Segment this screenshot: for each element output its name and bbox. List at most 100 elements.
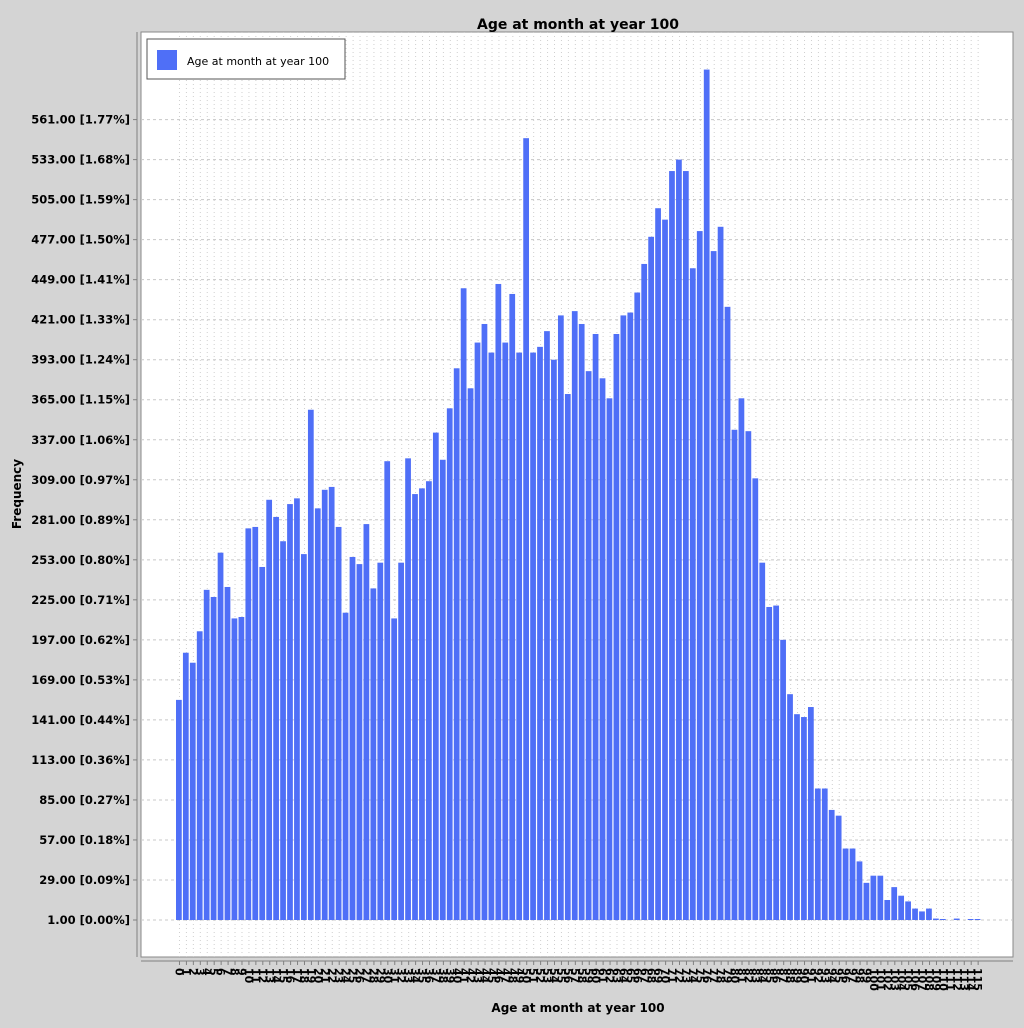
x-tick-label: 1 bbox=[179, 968, 192, 976]
bar bbox=[641, 263, 648, 920]
bar bbox=[759, 562, 766, 920]
bar bbox=[342, 612, 349, 920]
x-tick-label: 30 bbox=[381, 968, 394, 984]
bar bbox=[724, 306, 731, 920]
bar bbox=[807, 707, 814, 920]
bar bbox=[349, 556, 356, 920]
x-tick-label: 93 bbox=[818, 968, 831, 983]
bar bbox=[974, 919, 981, 920]
x-tick-label: 22 bbox=[325, 968, 338, 983]
y-tick-label: 253.00 [0.80%] bbox=[31, 553, 130, 567]
bar bbox=[238, 616, 245, 920]
bar bbox=[912, 908, 918, 920]
y-tick-label: 393.00 [1.24%] bbox=[31, 353, 130, 367]
y-axis-label: Frequency bbox=[10, 459, 24, 529]
bar bbox=[933, 918, 939, 920]
y-tick-label: 113.00 [0.36%] bbox=[31, 753, 130, 767]
bar bbox=[801, 717, 807, 920]
x-tick-label: 46 bbox=[492, 968, 505, 984]
bar bbox=[287, 504, 293, 920]
bar bbox=[509, 293, 516, 920]
bar bbox=[669, 171, 675, 920]
bar bbox=[967, 919, 974, 920]
y-tick-label: 449.00 [1.41%] bbox=[31, 273, 130, 287]
x-tick-label: 38 bbox=[436, 968, 449, 983]
bar bbox=[176, 699, 182, 920]
bar bbox=[426, 481, 432, 920]
x-tick-label: 47 bbox=[499, 968, 512, 983]
x-tick-label: 113 bbox=[957, 968, 970, 991]
y-tick-label: 57.00 [0.18%] bbox=[39, 833, 130, 847]
y-tick-label: 225.00 [0.71%] bbox=[31, 593, 130, 607]
x-tick-label: 44 bbox=[478, 968, 491, 984]
legend-swatch bbox=[157, 50, 177, 70]
bar bbox=[863, 882, 870, 920]
x-tick-label: 100 bbox=[867, 968, 880, 991]
bar bbox=[301, 554, 307, 920]
x-tick-label: 3 bbox=[193, 968, 206, 976]
bar bbox=[481, 323, 488, 920]
x-tick-label: 70 bbox=[659, 968, 672, 984]
y-tick-label: 421.00 [1.33%] bbox=[31, 313, 130, 327]
x-tick-label: 106 bbox=[909, 968, 922, 991]
bar bbox=[849, 848, 856, 920]
x-tick-label: 31 bbox=[388, 968, 401, 983]
bar bbox=[856, 861, 863, 920]
x-tick-label: 34 bbox=[409, 968, 422, 984]
x-tick-label: 20 bbox=[311, 968, 324, 984]
x-tick-label: 54 bbox=[548, 968, 561, 984]
x-tick-label: 5 bbox=[207, 968, 220, 976]
bar bbox=[828, 809, 835, 920]
bar bbox=[648, 236, 655, 920]
grid bbox=[141, 32, 1013, 957]
bar bbox=[467, 388, 474, 920]
x-tick-label: 13 bbox=[263, 968, 276, 983]
x-tick-label: 109 bbox=[929, 968, 942, 991]
x-tick-label: 91 bbox=[804, 968, 817, 983]
x-tick-label: 61 bbox=[596, 968, 609, 983]
x-tick-label: 108 bbox=[923, 968, 936, 991]
x-tick-label: 18 bbox=[297, 968, 310, 983]
bar bbox=[294, 498, 300, 920]
bar bbox=[745, 431, 752, 920]
x-tick-label: 82 bbox=[742, 968, 755, 983]
bar bbox=[557, 315, 564, 921]
bar bbox=[398, 562, 404, 920]
bar bbox=[370, 588, 377, 920]
x-tick-label: 45 bbox=[485, 968, 498, 983]
bar bbox=[780, 639, 786, 920]
bar bbox=[453, 368, 460, 920]
bar bbox=[905, 901, 911, 920]
x-tick-label: 48 bbox=[506, 968, 519, 983]
x-tick-label: 14 bbox=[270, 968, 283, 984]
x-tick-label: 50 bbox=[520, 968, 533, 984]
x-tick-label: 76 bbox=[700, 968, 713, 984]
bar bbox=[182, 652, 189, 920]
bar bbox=[196, 631, 203, 920]
bar bbox=[266, 499, 273, 920]
x-tick-label: 78 bbox=[714, 968, 727, 983]
bar bbox=[939, 919, 946, 920]
x-tick-label: 26 bbox=[353, 968, 366, 984]
x-tick-label: 68 bbox=[645, 968, 658, 983]
bar bbox=[877, 875, 884, 920]
bar bbox=[314, 508, 321, 920]
bar bbox=[703, 69, 710, 921]
bar bbox=[898, 895, 905, 920]
bar bbox=[474, 342, 481, 920]
bar bbox=[391, 618, 398, 920]
bar bbox=[787, 694, 793, 920]
bar bbox=[634, 292, 641, 920]
x-tick-label: 65 bbox=[624, 968, 637, 983]
bar bbox=[710, 251, 717, 920]
y-axis: 1.00 [0.00%] 29.00 [0.09%] 57.00 [0.18%] 85… bbox=[31, 113, 137, 927]
bar bbox=[530, 352, 536, 921]
x-tick-label: 112 bbox=[950, 968, 963, 991]
bar bbox=[495, 283, 502, 920]
x-tick-label: 115 bbox=[971, 968, 984, 991]
bar bbox=[682, 171, 689, 920]
bar bbox=[217, 552, 224, 920]
y-tick-label: 29.00 [0.09%] bbox=[39, 873, 130, 887]
bar bbox=[432, 432, 439, 920]
bar bbox=[363, 524, 370, 920]
